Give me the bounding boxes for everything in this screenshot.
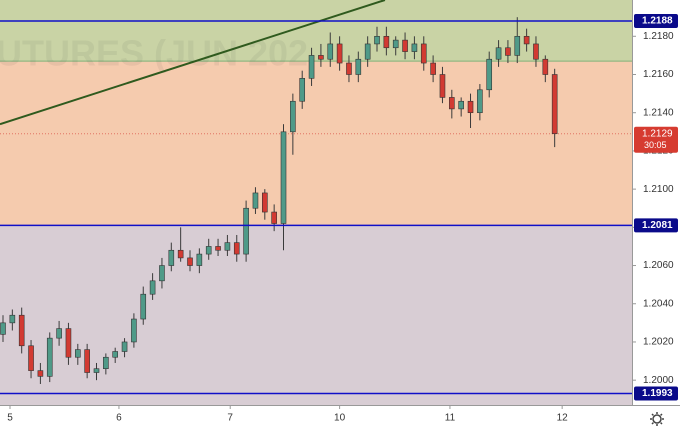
candle-body bbox=[308, 55, 315, 79]
candle-body bbox=[149, 280, 156, 295]
candle-body bbox=[262, 192, 268, 213]
candle-body bbox=[252, 192, 259, 209]
x-tick-label: 10 bbox=[334, 413, 346, 424]
candle-body bbox=[411, 43, 418, 52]
candle-body bbox=[196, 253, 203, 266]
level-tag bbox=[634, 14, 678, 29]
settings-gear[interactable] bbox=[652, 414, 662, 424]
x-tick-label: 11 bbox=[445, 413, 456, 424]
candle-body bbox=[374, 35, 380, 45]
candle-body bbox=[28, 345, 34, 371]
candle-body bbox=[205, 246, 212, 255]
settings-icon[interactable] bbox=[650, 412, 664, 426]
candle-body bbox=[65, 328, 72, 358]
y-tick-label: 1.2040 bbox=[643, 298, 674, 309]
candle-body bbox=[495, 47, 502, 60]
candle-body bbox=[346, 62, 352, 75]
candle-body bbox=[551, 74, 558, 135]
candle-body bbox=[159, 265, 165, 282]
candle-body bbox=[336, 43, 343, 64]
candle-body bbox=[402, 39, 408, 52]
settings-gear-teeth[interactable] bbox=[650, 412, 664, 426]
zone bbox=[0, 61, 632, 226]
candle-body bbox=[9, 314, 16, 324]
candle-body bbox=[439, 74, 446, 98]
candle-body bbox=[187, 257, 193, 266]
candle-body bbox=[271, 211, 277, 224]
candle-body bbox=[84, 349, 90, 373]
x-tick-label: 7 bbox=[227, 413, 233, 424]
candle-body bbox=[290, 100, 296, 133]
level-tag bbox=[634, 386, 678, 401]
candle-body bbox=[364, 43, 371, 60]
level-label: 1.1993 bbox=[642, 388, 673, 399]
last-price-label: 1.2129 bbox=[642, 128, 673, 139]
candle-body bbox=[74, 349, 81, 358]
zone bbox=[0, 225, 632, 405]
y-tick-label: 1.2100 bbox=[643, 184, 674, 195]
candle-body bbox=[420, 43, 427, 64]
candle-body bbox=[514, 35, 521, 56]
watermark: UTURES (JUN 202 bbox=[0, 33, 308, 74]
candle-body bbox=[243, 207, 249, 255]
candle-body bbox=[103, 356, 109, 370]
candle-body bbox=[233, 242, 240, 255]
candle-body bbox=[392, 39, 399, 49]
plot-area: UTURES (JUN 202 bbox=[0, 0, 632, 405]
y-tick-label: 1.2060 bbox=[643, 260, 674, 271]
y-tick-label: 1.2180 bbox=[643, 31, 674, 42]
candle-body bbox=[430, 62, 436, 75]
candle-body bbox=[486, 58, 493, 91]
y-tick-label: 1.2020 bbox=[643, 337, 674, 348]
candle-body bbox=[46, 337, 53, 377]
candle-body bbox=[299, 78, 306, 102]
level-label: 1.2188 bbox=[642, 16, 673, 27]
candle-body bbox=[131, 318, 137, 343]
y-tick-label: 1.2160 bbox=[643, 69, 674, 80]
y-tick-label: 1.2140 bbox=[643, 107, 674, 118]
candle-body bbox=[0, 322, 6, 335]
candle-body bbox=[458, 100, 464, 110]
x-tick-label: 12 bbox=[557, 413, 569, 424]
candle-body bbox=[168, 249, 175, 266]
candle-body bbox=[477, 89, 483, 114]
last-price-tag bbox=[634, 126, 678, 153]
y-tick-label: 1.2000 bbox=[643, 375, 674, 386]
candle-body bbox=[523, 35, 530, 45]
candle-body bbox=[280, 131, 287, 224]
candle-body bbox=[18, 314, 25, 347]
x-tick-label: 6 bbox=[116, 413, 122, 424]
candle-body bbox=[121, 341, 128, 352]
candle-body bbox=[37, 370, 44, 377]
candle-body bbox=[224, 242, 231, 251]
x-tick-label: 5 bbox=[7, 413, 13, 424]
candle-body bbox=[383, 35, 390, 49]
candle-body bbox=[140, 293, 147, 320]
candle-body bbox=[467, 100, 474, 114]
candle-body bbox=[318, 55, 324, 60]
candle-body bbox=[327, 43, 334, 60]
candle-body bbox=[215, 246, 221, 251]
candle-body bbox=[56, 328, 62, 339]
candle-body bbox=[93, 368, 100, 373]
candle-body bbox=[177, 249, 184, 259]
candle-body bbox=[542, 58, 549, 75]
candle-body bbox=[505, 47, 511, 56]
candle-body bbox=[355, 58, 362, 75]
last-price-timer: 30:05 bbox=[644, 140, 667, 150]
candle-body bbox=[112, 351, 118, 358]
level-tag bbox=[634, 218, 678, 233]
candle-body bbox=[533, 43, 539, 60]
candle-body bbox=[449, 97, 455, 110]
level-label: 1.2081 bbox=[642, 220, 673, 231]
